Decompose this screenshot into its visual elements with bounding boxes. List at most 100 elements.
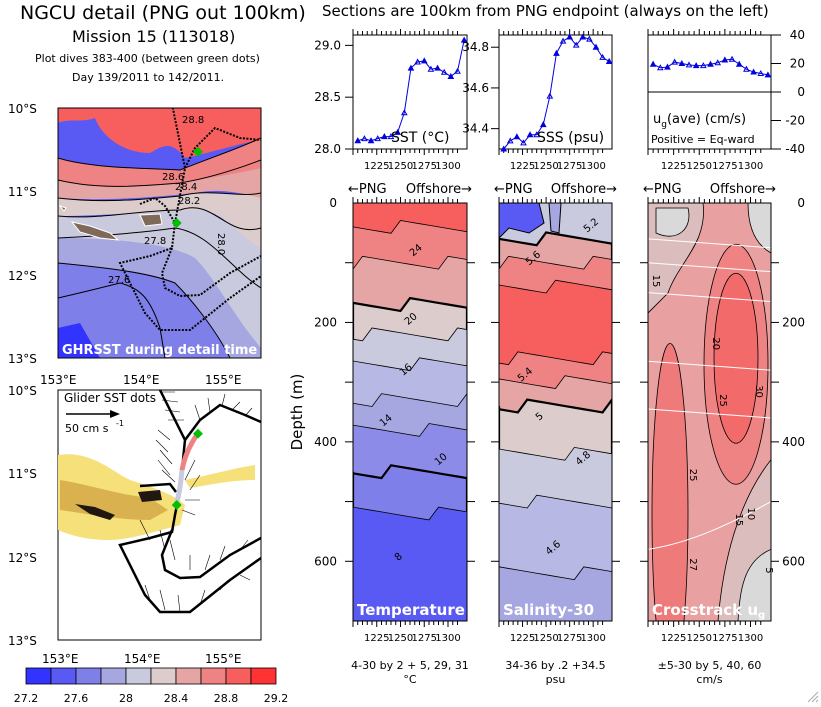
sss-line-label: SSS (psu)	[537, 130, 604, 146]
data-point	[500, 145, 508, 152]
data-point	[764, 71, 772, 78]
left-title-line2: Mission 15 (113018)	[72, 27, 236, 46]
ug-contour-label: 15	[650, 275, 661, 288]
x-tick-label: 1250	[687, 633, 712, 644]
svg-text:10°S: 10°S	[8, 102, 37, 116]
colorbar-cell	[100, 667, 127, 685]
data-point	[414, 58, 421, 65]
temp-section-field	[353, 203, 467, 621]
depth-tick-label-right: 200	[782, 315, 805, 329]
data-point	[454, 67, 461, 74]
depth-tick-label: 0	[329, 196, 337, 210]
depth-axis-label: Depth (m)	[288, 374, 306, 451]
data-point	[566, 33, 573, 40]
low-salinity-patch	[548, 203, 562, 234]
data-point	[420, 57, 428, 64]
data-point	[440, 68, 448, 75]
y-tick-label: 29.0	[314, 38, 341, 52]
ug-line-label: ug(ave) (cm/s)	[653, 112, 746, 130]
salinity-section-label: Salinity-30	[503, 601, 594, 619]
colorbar-tick-label: 29.2	[264, 692, 289, 704]
x-tick-label: 1300	[435, 633, 460, 644]
ug-contour	[655, 207, 690, 237]
density-contour	[648, 408, 771, 419]
x-tick-label: 1275	[557, 161, 582, 172]
y-tick-label: 28.0	[314, 142, 341, 156]
velocity-vectors	[139, 391, 253, 613]
y-tick-label: 0	[797, 85, 805, 99]
svg-text:28.8: 28.8	[182, 115, 204, 126]
depth-tick-label: 400	[314, 435, 337, 449]
data-point	[692, 62, 700, 69]
ug-contour	[747, 203, 771, 254]
data-point	[394, 128, 401, 135]
contour-spec: 4-30 by 2 + 5, 29, 31	[351, 659, 469, 672]
ug-section: 1225 1250 1275 1300 Crosstrack ug ±5-30 by 5,…	[640, 197, 779, 686]
x-tick-label: 1300	[435, 161, 460, 172]
ug-section-field	[648, 203, 771, 621]
x-tick-label: 1275	[712, 161, 737, 172]
data-point	[671, 58, 678, 65]
colorbar-tick-label: 28	[119, 692, 133, 704]
data-point	[546, 92, 554, 99]
units-label: °C	[403, 673, 417, 686]
x-tick-label: 1250	[687, 161, 712, 172]
resize-handle[interactable]	[805, 688, 819, 703]
colorbar-cell	[50, 667, 77, 685]
ug-line-note: Positive = Eq-ward	[651, 133, 755, 146]
density-contour	[648, 292, 771, 303]
depth-tick-label: 600	[314, 554, 337, 568]
sst-line-label: SST (°C)	[391, 130, 449, 146]
data-point	[513, 133, 521, 140]
sst-map-title: GHRSST during detail time	[62, 343, 257, 358]
data-point	[434, 64, 441, 71]
depth-tick-label-right: 0	[797, 196, 805, 210]
data-point	[572, 41, 580, 48]
data-point	[592, 43, 600, 50]
ug-section-label: Crosstrack ug	[652, 601, 765, 621]
svg-text:28.0: 28.0	[215, 233, 226, 255]
colorbar-cell	[225, 667, 252, 685]
x-tick-label: 1225	[510, 161, 535, 172]
density-contour	[648, 501, 771, 550]
low-salinity-patch	[499, 203, 545, 239]
x-tick-label: 1250	[388, 161, 413, 172]
data-point	[579, 33, 587, 40]
glider-map-lat-ticks: 10°S 11°S 12°S 13°S	[8, 384, 37, 645]
data-point	[407, 64, 415, 71]
x-tick-label: 1300	[738, 633, 763, 644]
salinity-section-field	[499, 203, 612, 621]
y-tick-label: 34.6	[462, 81, 489, 95]
data-point	[400, 109, 408, 116]
y-tick-label: 28.5	[314, 90, 341, 104]
sst-map-lat-ticks: 10°S 11°S 12°S 13°S	[8, 102, 37, 366]
svg-text:11°S: 11°S	[8, 185, 37, 199]
x-tick-label: 1225	[661, 633, 686, 644]
data-point	[678, 59, 686, 66]
data-point	[735, 60, 743, 67]
x-tick-label: 1225	[661, 161, 686, 172]
scale-arrow-exp: -1	[116, 419, 124, 428]
temp-contour-label: 8	[393, 551, 405, 564]
x-tick-label: 1250	[388, 633, 413, 644]
data-point	[743, 65, 750, 72]
sst-map: GHRSST during detail time 28.8 28.6 28.4…	[8, 102, 262, 387]
direction-label-offshore: Offshore→	[710, 182, 776, 197]
data-point	[520, 139, 527, 146]
salinity-contour-label: 5	[534, 411, 546, 424]
data-point	[506, 137, 514, 144]
svg-text:153°E: 153°E	[40, 373, 77, 387]
colorbar-cell	[175, 667, 202, 685]
data-point	[605, 57, 613, 64]
colorbar-tick-label: 27.6	[64, 692, 89, 704]
y-tick-label: 34.4	[462, 122, 489, 136]
depth-tick-label-right: 400	[782, 435, 805, 449]
ug-contour-label: 25	[717, 394, 728, 407]
y-tick-label: 40	[790, 28, 805, 42]
data-point	[533, 131, 541, 138]
x-tick-label: 1275	[412, 633, 437, 644]
colorbar-cell	[75, 667, 102, 685]
data-point	[664, 63, 671, 70]
